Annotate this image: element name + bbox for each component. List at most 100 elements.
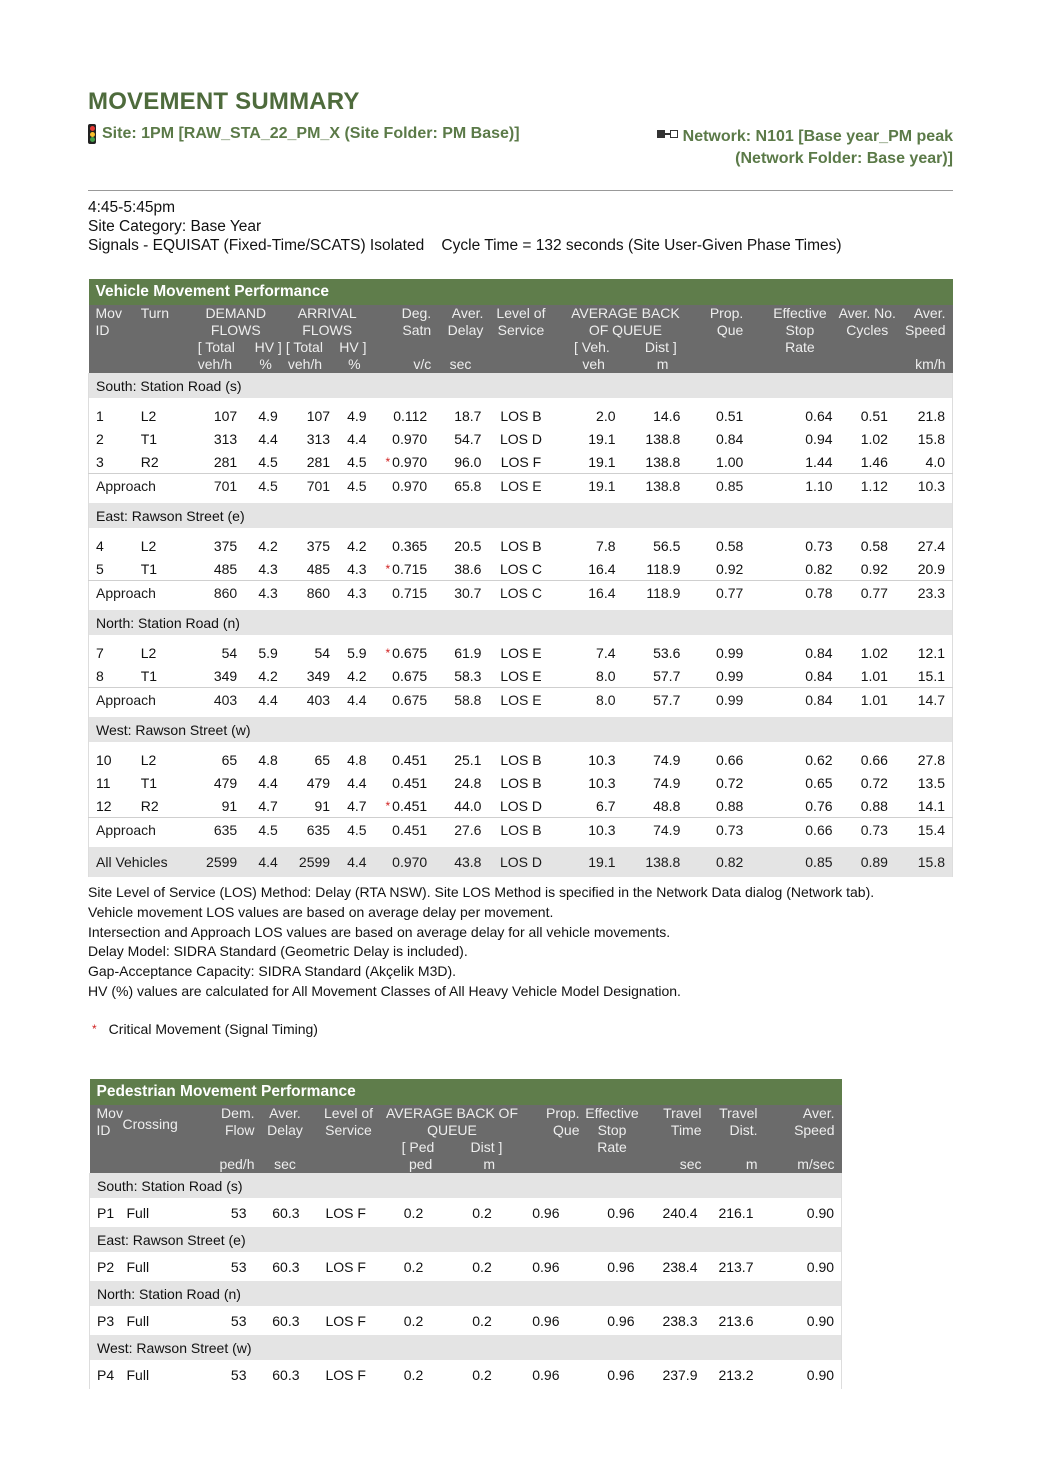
cell: 0.99 — [716, 691, 744, 708]
cell: LOS D — [499, 854, 542, 870]
critical-star-icon: * — [385, 454, 391, 469]
cell: 16.4 — [588, 560, 616, 577]
cell: 0.99 — [716, 667, 744, 684]
cell: LOS F — [313, 1360, 384, 1389]
cell: 4.7 — [347, 797, 367, 814]
cell: 0.85 — [716, 477, 744, 494]
cell: 403 — [213, 691, 238, 708]
cell: 0.72 — [860, 774, 888, 791]
movement-row: 11 T1 479 4.4 479 4.4 0.451 24.8 LOS B 10.3 74.9 0.… — [88, 771, 953, 794]
network-icon — [656, 129, 679, 140]
pedestrian-header-row: Mov ID Crossing Dem. Flow ped/h Aver. De… — [89, 1105, 842, 1173]
cell: 403 — [306, 691, 331, 708]
cell: All Vehicles — [96, 854, 168, 870]
cell: 4.4 — [258, 430, 278, 447]
cell: Full — [122, 1306, 193, 1335]
page-title: MOVEMENT SUMMARY — [88, 88, 360, 115]
hdr-demand-total: [ Total — [197, 339, 235, 355]
cell: 237.9 — [644, 1360, 704, 1389]
cell: 1 — [96, 407, 104, 424]
movement-row: 7 L2 54 5.9 54 5.9 * 0.675 61.9 LOS E 7.4 53.6 0.99 0… — [88, 641, 953, 664]
cell: 1.02 — [860, 644, 888, 661]
cell: 4.5 — [347, 477, 367, 494]
unit-msec: m/sec — [797, 1156, 835, 1172]
cell: 15.8 — [917, 430, 945, 447]
cell: 54.7 — [454, 430, 482, 447]
cell: Full — [122, 1198, 193, 1227]
cell: 4.5 — [347, 453, 367, 470]
vehicle-table-body: South: Station Road (s) 1 L2 107 4.9 107 4.9 0.… — [88, 373, 953, 877]
cell: 14.7 — [917, 691, 945, 708]
unit-demand-vehh: veh/h — [197, 356, 232, 372]
note-line: Vehicle movement LOS values are based on… — [88, 903, 554, 920]
cell: 60.3 — [256, 1252, 314, 1281]
cell: 4.3 — [258, 584, 278, 601]
cell: 44.0 — [454, 797, 482, 814]
cell: 61.9 — [454, 644, 482, 661]
approach-total-row: Approach 635 4.5 635 4.5 0.451 27.6 LOS B 10.3 74… — [88, 817, 953, 841]
cell: 0.92 — [860, 560, 888, 577]
all-vehicles-row: All Vehicles 2599 4.4 2599 4.4 0.970 43.8 LOS D… — [88, 847, 953, 877]
cell: 21.8 — [917, 407, 945, 424]
cell: 0.2 — [383, 1306, 444, 1335]
cell: 0.88 — [716, 797, 744, 814]
cell: 12 — [96, 797, 112, 814]
cell: P2 — [89, 1252, 123, 1281]
cell: 485 — [306, 560, 331, 577]
cell: 0.94 — [805, 430, 833, 447]
header-divider — [88, 190, 953, 191]
cell: 0.96 — [581, 1306, 645, 1335]
network-heading: Network: N101 [Base year_PM peak (Networ… — [653, 126, 953, 170]
cell: 860 — [213, 584, 238, 601]
cell: 10 — [96, 751, 112, 768]
cell: LOS F — [313, 1252, 384, 1281]
cell: 4.4 — [258, 854, 278, 870]
cell: 0.970 — [392, 477, 428, 494]
cell: 4.4 — [258, 774, 278, 791]
cell: LOS F — [500, 453, 542, 470]
cell: 0.675 — [392, 691, 428, 708]
hdr-demand-hv: HV ] — [254, 339, 282, 355]
movement-row: 3 R2 281 4.5 281 4.5 * 0.970 96.0 LOS F 19.1 138.8 1… — [88, 450, 953, 474]
critical-star-icon: * — [385, 645, 391, 660]
cell: 53 — [192, 1306, 257, 1335]
hdr-ped-prop-que: Prop. Que — [546, 1105, 580, 1138]
critical-label: Critical Movement (Signal Timing) — [108, 1021, 318, 1037]
cell: 5.9 — [258, 644, 278, 661]
cell: 0.715 — [392, 560, 428, 577]
cell: 0.78 — [805, 584, 833, 601]
cell: 74.9 — [653, 821, 681, 838]
hdr-arrival-total: [ Total — [285, 339, 323, 355]
cell: 281 — [213, 453, 238, 470]
cell: 635 — [306, 821, 331, 838]
cell: 0.77 — [860, 584, 888, 601]
cell: 0.675 — [392, 667, 428, 684]
cell: 4.3 — [347, 584, 367, 601]
note-line: Intersection and Approach LOS values are… — [88, 923, 671, 940]
cell: 4.2 — [347, 537, 367, 554]
hdr-mov: Mov ID — [95, 305, 122, 338]
vehicle-movement-table: Vehicle Movement Performance Mov ID Turn… — [88, 279, 953, 877]
cell: 1.46 — [860, 453, 888, 470]
cell: 0.2 — [443, 1252, 521, 1281]
cell: 0.90 — [759, 1252, 842, 1281]
unit-ped-sec: sec — [274, 1156, 296, 1172]
cell: LOS C — [499, 560, 542, 577]
cell: LOS F — [313, 1198, 384, 1227]
cell: LOS E — [500, 667, 542, 684]
hdr-ped-flow: Dem. Flow — [221, 1105, 255, 1138]
cell: 238.3 — [644, 1306, 704, 1335]
cell: 65.8 — [454, 477, 482, 494]
cell: 60.3 — [256, 1198, 314, 1227]
pedestrian-row: P2 Full 53 60.3 LOS F 0.2 0.2 0.96 0.96 238.4 213.… — [89, 1252, 842, 1281]
cell: 38.6 — [454, 560, 482, 577]
cell: 0.92 — [716, 560, 744, 577]
cell: 313 — [306, 430, 331, 447]
cell: 19.1 — [588, 453, 616, 470]
cell: LOS C — [499, 584, 542, 601]
cell: 213.6 — [703, 1306, 760, 1335]
unit-demand-pct: % — [259, 356, 272, 372]
cell: 20.5 — [454, 537, 482, 554]
critical-star-icon: * — [385, 798, 391, 813]
hdr-ped-delay: Aver. Delay — [267, 1105, 303, 1138]
